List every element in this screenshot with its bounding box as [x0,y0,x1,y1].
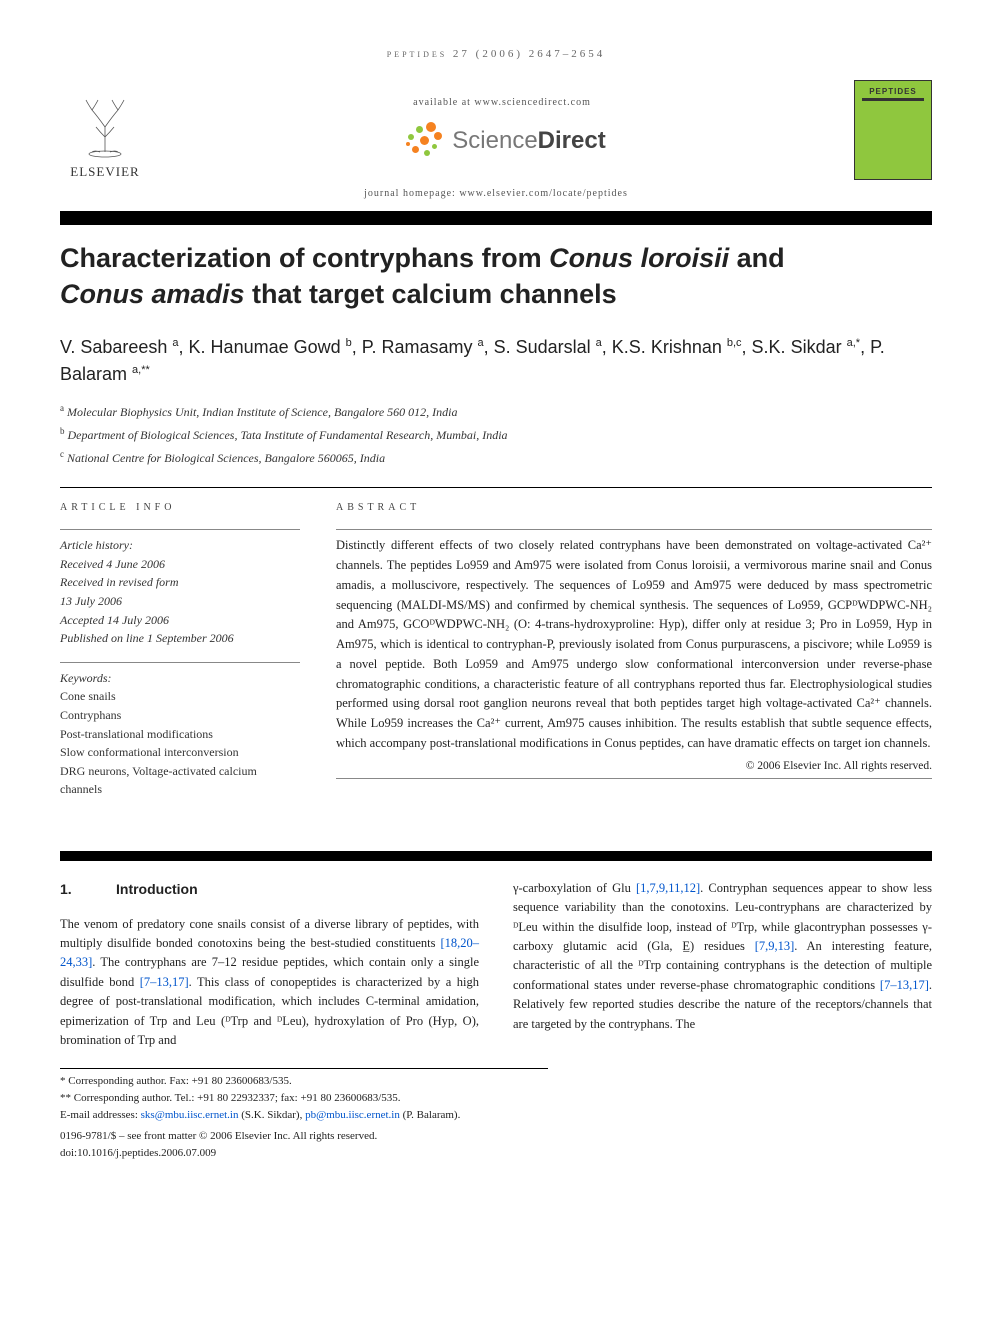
footnote-1: * Corresponding author. Fax: +91 80 2360… [60,1073,548,1090]
footnotes: * Corresponding author. Fax: +91 80 2360… [60,1068,548,1124]
keywords-block: Keywords: Cone snails Contryphans Post-t… [60,662,300,799]
email-link-2[interactable]: pb@mbu.iisc.ernet.in [305,1109,400,1121]
footer-meta: 0196-9781/$ – see front matter © 2006 El… [60,1128,932,1161]
journal-cover-bar [862,98,923,101]
journal-cover-name: PEPTIDES [869,87,917,96]
journal-homepage: journal homepage: www.elsevier.com/locat… [60,188,932,199]
elsevier-tree-icon [70,92,140,162]
footnote-emails: E-mail addresses: sks@mbu.iisc.ernet.in … [60,1107,548,1124]
divider [60,487,932,488]
article-info-label: ARTICLE INFO [60,502,300,513]
article-info-col: ARTICLE INFO Article history: Received 4… [60,502,300,799]
body-para-right: γ-carboxylation of Glu [1,7,9,11,12]. Co… [513,879,932,1034]
authors: V. Sabareesh a, K. Hanumae Gowd b, P. Ra… [60,334,932,388]
sciencedirect-orb-icon [398,118,444,164]
body-para-left: The venom of predatory cone snails consi… [60,915,479,1051]
banner-mid: available at www.sciencedirect.com Scien… [166,97,838,164]
sciencedirect-logo: ScienceDirect [398,118,605,164]
black-bar-mid [60,851,932,861]
body-col-right: γ-carboxylation of Glu [1,7,9,11,12]. Co… [513,879,932,1050]
banner-row: ELSEVIER available at www.sciencedirect.… [60,80,932,180]
affiliation-c: c National Centre for Biological Science… [60,448,932,467]
email-link-1[interactable]: sks@mbu.iisc.ernet.in [141,1109,239,1121]
sciencedirect-text: ScienceDirect [452,127,605,155]
elsevier-logo: ELSEVIER [60,80,150,180]
journal-cover: PEPTIDES [854,80,932,180]
body-columns: 1.Introduction The venom of predatory co… [60,879,932,1050]
article-history: Article history: Received 4 June 2006 Re… [60,529,300,648]
elsevier-name: ELSEVIER [70,164,139,180]
abstract-label: ABSTRACT [336,502,932,513]
abstract-col: ABSTRACT Distinctly different effects of… [336,502,932,799]
section-1-heading: 1.Introduction [60,879,479,901]
footnote-2: ** Corresponding author. Tel.: +91 80 22… [60,1090,548,1107]
running-header: peptides 27 (2006) 2647–2654 [60,48,932,60]
affiliation-a: a Molecular Biophysics Unit, Indian Inst… [60,402,932,421]
affiliation-b: b Department of Biological Sciences, Tat… [60,425,932,444]
abstract-text: Distinctly different effects of two clos… [336,529,932,753]
body-col-left: 1.Introduction The venom of predatory co… [60,879,479,1050]
article-title: Characterization of contryphans from Con… [60,241,932,312]
black-bar-top [60,211,932,225]
copyright: © 2006 Elsevier Inc. All rights reserved… [336,760,932,779]
available-at: available at www.sciencedirect.com [413,97,591,108]
